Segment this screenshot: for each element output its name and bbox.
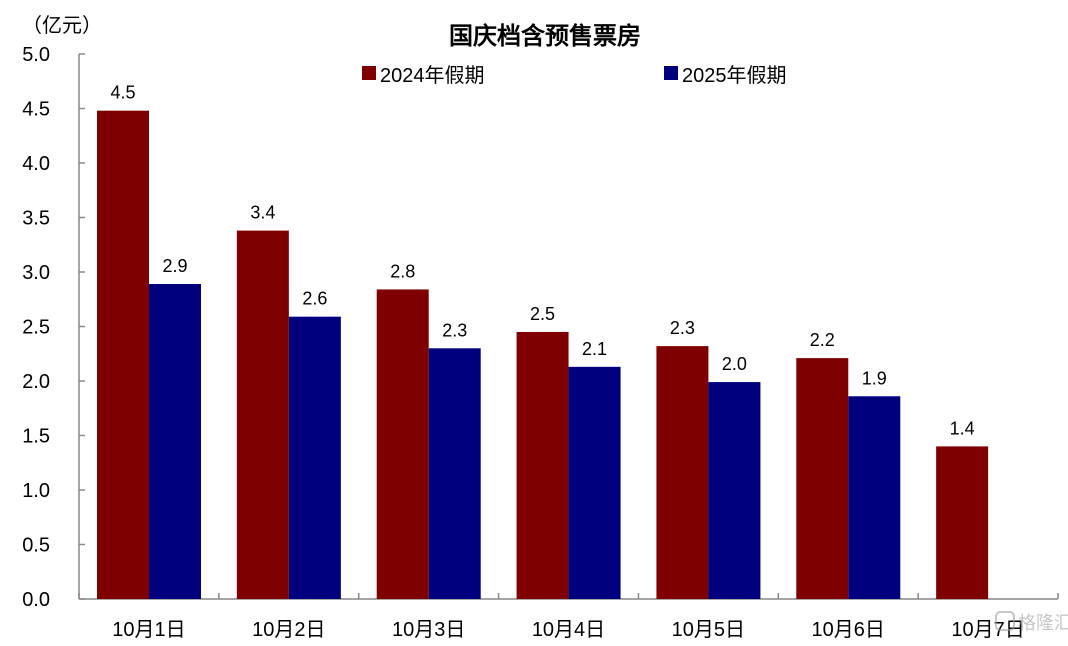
watermark-text: 格隆汇 bbox=[1018, 613, 1068, 633]
legend-label: 2024年假期 bbox=[380, 64, 485, 87]
y-tick-label: 3.0 bbox=[22, 262, 50, 284]
y-tick-label: 4.5 bbox=[22, 99, 50, 121]
legend-swatch bbox=[664, 66, 678, 80]
data-label: 2.9 bbox=[162, 256, 187, 276]
chart-title: 国庆档含预售票房 bbox=[449, 22, 641, 50]
bar-2024年假期-10月3日 bbox=[376, 289, 429, 599]
bar-2025年假期-10月5日 bbox=[708, 382, 761, 599]
watermark: 格隆汇 bbox=[995, 611, 1068, 633]
bar-2025年假期-10月6日 bbox=[848, 396, 901, 599]
data-label: 2.1 bbox=[582, 339, 607, 359]
bar-2024年假期-10月1日 bbox=[97, 110, 149, 600]
data-label: 2.3 bbox=[670, 318, 695, 338]
x-tick-label: 10月7日 bbox=[951, 619, 1024, 641]
data-label: 1.4 bbox=[950, 418, 975, 438]
data-label: 1.9 bbox=[862, 368, 887, 388]
bar-2024年假期-10月2日 bbox=[236, 230, 289, 599]
data-label: 2.5 bbox=[530, 304, 555, 324]
data-label: 2.0 bbox=[722, 354, 747, 374]
x-tick-label: 10月5日 bbox=[672, 619, 745, 641]
data-labels: 4.5 3.4 2.8 2.5 2.3 2.2 1.4 2.9 2.6 2.3 2.1 2.0 1.9 bbox=[110, 83, 974, 439]
y-tick-label: 2.0 bbox=[22, 371, 50, 393]
x-tick-label: 10月4日 bbox=[532, 619, 605, 641]
bar-2025年假期-10月2日 bbox=[288, 316, 341, 599]
x-tick-label: 10月2日 bbox=[252, 619, 325, 641]
y-tick-label: 2.5 bbox=[22, 317, 50, 339]
y-axis-unit-label: （亿元） bbox=[22, 14, 102, 37]
bar-2025年假期-10月3日 bbox=[428, 348, 481, 599]
data-label: 2.6 bbox=[302, 289, 327, 309]
x-tick-label: 10月1日 bbox=[112, 619, 185, 641]
data-label: 3.4 bbox=[250, 203, 275, 223]
bar-2024年假期-10月6日 bbox=[796, 358, 849, 599]
y-tick-label: 1.0 bbox=[22, 480, 50, 502]
y-tick-label: 1.5 bbox=[22, 426, 50, 448]
legend-label: 2025年假期 bbox=[682, 64, 787, 87]
data-label: 4.5 bbox=[110, 83, 135, 103]
watermark-logo-icon bbox=[995, 611, 1015, 631]
legend-swatch bbox=[362, 66, 376, 80]
x-tick-label: 10月6日 bbox=[812, 619, 885, 641]
bar-2024年假期-10月5日 bbox=[656, 346, 709, 599]
y-tick-label: 5.0 bbox=[22, 44, 50, 66]
bar-2025年假期-10月1日 bbox=[149, 283, 201, 599]
y-tick-label: 4.0 bbox=[22, 153, 50, 175]
bars bbox=[97, 110, 989, 600]
x-tick-label: 10月3日 bbox=[392, 619, 465, 641]
data-label: 2.2 bbox=[810, 330, 835, 350]
bar-2024年假期-10月7日 bbox=[936, 446, 989, 599]
bar-2025年假期-10月4日 bbox=[568, 366, 621, 599]
legend: 2024年假期 2025年假期 bbox=[362, 64, 787, 87]
y-tick-label: 0.5 bbox=[22, 535, 50, 557]
y-tick-label: 0.0 bbox=[22, 589, 50, 611]
data-label: 2.8 bbox=[390, 261, 415, 281]
data-label: 2.3 bbox=[442, 320, 467, 340]
bar-2024年假期-10月4日 bbox=[516, 331, 569, 599]
y-tick-label: 3.5 bbox=[22, 208, 50, 230]
